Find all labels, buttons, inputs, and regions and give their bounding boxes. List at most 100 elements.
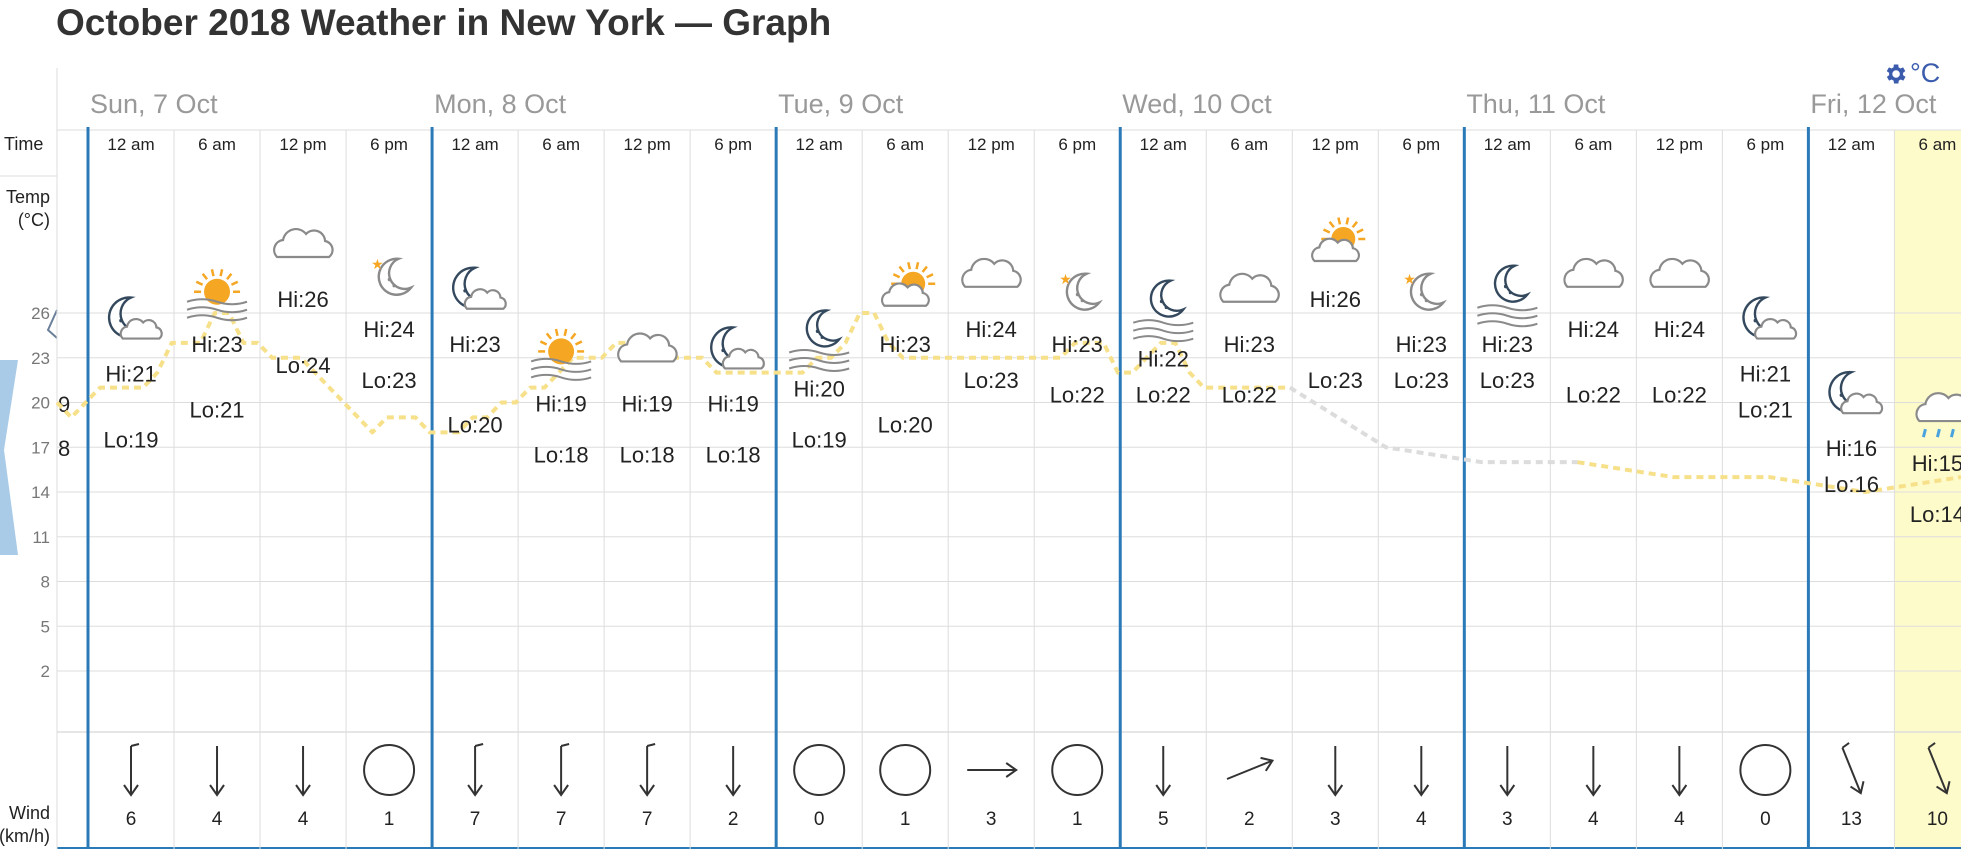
- sun-ray: [1328, 221, 1335, 229]
- time-label: 12 am: [1484, 135, 1531, 154]
- wind-arrow: [209, 746, 225, 797]
- hi-label: Hi:15: [1912, 451, 1961, 476]
- moon-haze-icon: [1132, 279, 1194, 343]
- wind-speed: 3: [986, 809, 997, 830]
- wind-row: 6 4 4 1 7 7 7 2 0 1 3 1 5 2 3 4 3 4 4 0 13 10: [123, 742, 1951, 830]
- lo-label: Lo:22: [1136, 383, 1191, 408]
- time-label: 6 pm: [1402, 135, 1440, 154]
- sun-ray: [226, 272, 233, 281]
- sun-disc: [204, 278, 231, 305]
- lo-label: Lo:14: [1910, 502, 1961, 527]
- arrow-head: [1499, 784, 1516, 797]
- y-tick-label: 11: [32, 528, 50, 547]
- lo-label: Lo:16: [1824, 472, 1879, 497]
- hi-label: Hi:24: [1568, 317, 1619, 342]
- cloud-shape: [1649, 257, 1710, 288]
- wind-speed: 0: [1760, 809, 1771, 830]
- lo-label: Lo:23: [964, 368, 1019, 393]
- moon-cloud-icon: [107, 296, 163, 340]
- arrow-head: [1327, 784, 1344, 797]
- time-label: 6 pm: [1746, 135, 1784, 154]
- hi-label: Hi:23: [880, 332, 931, 357]
- row-labels: Time Temp (°C) Wind (km/h): [0, 134, 50, 846]
- wind-indicator: [967, 762, 1018, 778]
- weather-icons: ★ ★ ★: [107, 217, 1961, 438]
- wind-speed: 0: [814, 809, 825, 830]
- wind-arrow: [1927, 742, 1951, 795]
- lo-label: Lo:20: [448, 413, 503, 438]
- wind-speed: 10: [1927, 809, 1948, 830]
- sun-haze-icon: [186, 269, 248, 322]
- arrow-head: [295, 784, 311, 797]
- moon-crater: [820, 336, 824, 339]
- wind-arrow: [1327, 746, 1344, 797]
- sun-ray: [915, 262, 920, 270]
- moon-crater: [1508, 291, 1512, 295]
- wind-indicator: [295, 746, 311, 797]
- arrow-shaft: [1841, 747, 1862, 793]
- arrow-head: [1936, 781, 1951, 795]
- lo-label: Lo:22: [1222, 383, 1277, 408]
- time-label: 6 am: [1230, 135, 1268, 154]
- haze-line: [186, 298, 248, 306]
- wind-speed: 6: [126, 809, 137, 830]
- temp-row-unit: (°C): [18, 210, 50, 230]
- wind-arrow: [967, 762, 1018, 778]
- moon-crater: [815, 329, 820, 334]
- time-label: 6 am: [1574, 135, 1612, 154]
- hi-label: Hi:23: [1052, 332, 1103, 357]
- sun-ray: [1337, 217, 1342, 225]
- moon-shape: [1493, 264, 1532, 303]
- time-label: 12 am: [796, 135, 843, 154]
- wind-indicator: [1671, 746, 1688, 797]
- time-label: 6 pm: [1058, 135, 1096, 154]
- day-header: Thu, 11 Oct: [1466, 89, 1606, 119]
- sun-ray: [926, 273, 934, 279]
- lo-label: Lo:20: [878, 413, 933, 438]
- wind-arrow: [1413, 746, 1430, 797]
- lo-label: Lo:21: [1738, 398, 1793, 423]
- hi-label: Hi:24: [966, 317, 1017, 342]
- time-label: 12 pm: [1312, 135, 1359, 154]
- moon-crater: [1080, 299, 1084, 303]
- haze-line: [788, 365, 850, 372]
- wind-indicator: [1327, 746, 1344, 797]
- sun-ray: [921, 265, 928, 273]
- moon-shape: [1065, 272, 1103, 311]
- wind-speed: 3: [1330, 809, 1341, 830]
- wind-speed: 4: [1674, 809, 1685, 830]
- arrow-barb: [1927, 742, 1936, 749]
- wind-indicator: [639, 743, 656, 797]
- temperature-unit-settings[interactable]: °C: [1882, 58, 1940, 89]
- arrow-head: [1671, 784, 1688, 797]
- temp-row-label: Temp: [6, 187, 50, 207]
- y-tick-label: 14: [31, 483, 50, 502]
- hi-label: Hi:23: [449, 332, 500, 357]
- wind-arrow: [1226, 756, 1275, 780]
- day-headers: Sun, 7 Oct Mon, 8 Oct Tue, 9 Oct Wed, 10 Oc…: [90, 89, 1937, 119]
- hi-label: Hi:23: [191, 332, 242, 357]
- cloud-icon: [1649, 257, 1710, 288]
- wind-speed: 7: [470, 809, 481, 830]
- cloud-shape: [1915, 392, 1961, 423]
- wind-speed: 4: [298, 809, 309, 830]
- sun-ray: [219, 269, 224, 277]
- time-label: 12 am: [107, 135, 154, 154]
- rain-drop: [1935, 428, 1941, 438]
- cloud-shape: [463, 288, 507, 310]
- haze-line: [1477, 304, 1538, 312]
- time-label: 12 am: [1828, 135, 1875, 154]
- arrow-head: [639, 784, 655, 797]
- cloud-shape: [1840, 392, 1884, 415]
- time-label: 12 pm: [968, 135, 1015, 154]
- lo-label: Lo:21: [189, 398, 244, 423]
- moon-crater: [463, 288, 467, 293]
- cloud-icon: [961, 257, 1022, 288]
- sun-disc: [548, 338, 575, 365]
- star-glyph: ★: [1059, 271, 1072, 287]
- hi-label: Hi:24: [1654, 317, 1705, 342]
- arrow-head: [1849, 781, 1865, 795]
- cloud-icon: [617, 332, 678, 363]
- rain-drop: [1949, 428, 1955, 438]
- moon-cloud-icon: [1828, 370, 1884, 415]
